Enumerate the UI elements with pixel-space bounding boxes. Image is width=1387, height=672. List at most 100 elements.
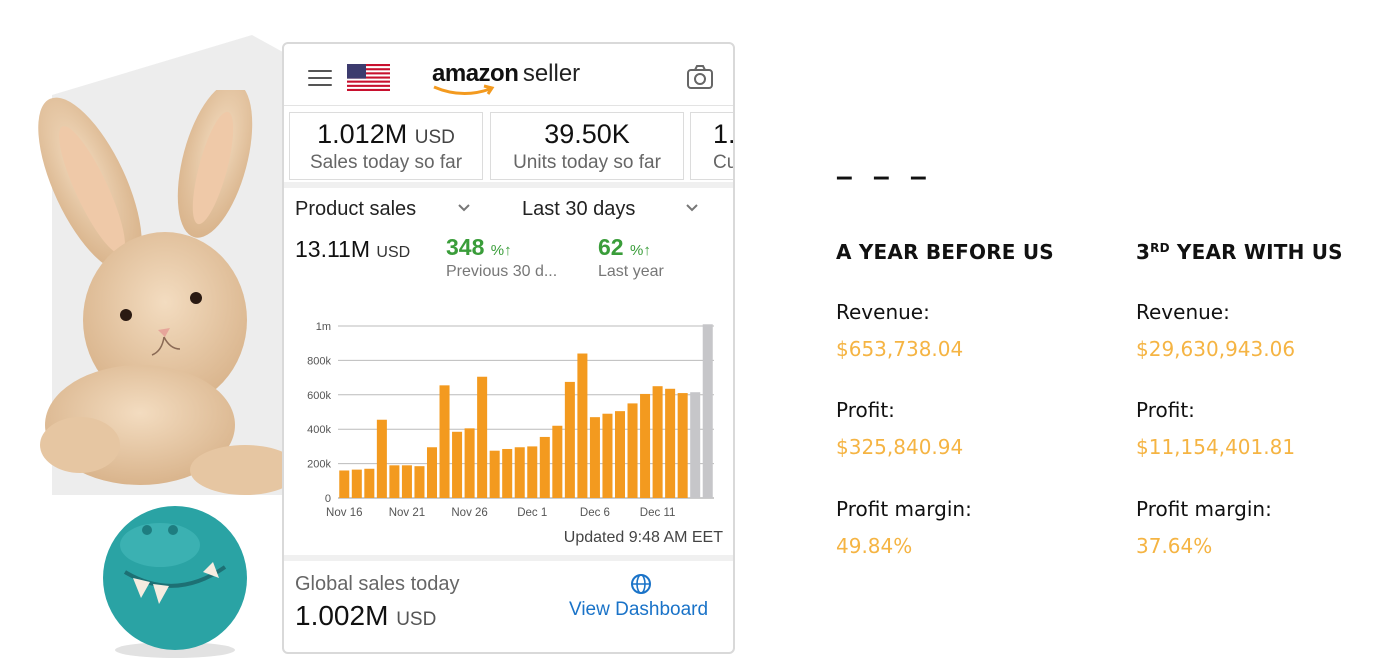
chart-bar: [652, 386, 663, 498]
amazon-smile-icon: [433, 84, 495, 95]
logo-brand: amazon: [432, 60, 519, 87]
bunny-toy-illustration: [38, 90, 300, 495]
globe-icon[interactable]: [630, 573, 652, 595]
compare-label: Last year: [598, 263, 664, 280]
chart-bar: [477, 376, 488, 498]
chart-bar: [577, 353, 588, 498]
kpi-value: 1.: [713, 119, 735, 149]
y-tick-label: 200k: [307, 459, 331, 471]
after-heading: 3RD YEAR WITH US: [1136, 240, 1387, 264]
divider: [284, 182, 733, 188]
profit-margin-label: Profit margin:: [1136, 497, 1272, 521]
kpi-value: 39.50K: [544, 119, 630, 149]
compare-label: Previous 30 d...: [446, 263, 558, 280]
profit-label: Profit:: [1136, 398, 1195, 422]
us-flag-icon[interactable]: [347, 64, 390, 91]
total-sales: 13.11M USD: [295, 236, 410, 263]
hamburger-menu-icon[interactable]: [308, 70, 332, 88]
global-sales-amount: 1.002M: [295, 600, 389, 631]
heading-number: 3: [1136, 240, 1151, 264]
y-tick-label: 800k: [307, 355, 331, 367]
y-tick-label: 400k: [307, 424, 331, 436]
chart-bar: [339, 470, 350, 498]
x-tick-label: Nov 16: [326, 507, 362, 519]
kpi-label: Sales today so far: [309, 152, 463, 173]
chart-bar: [514, 447, 525, 498]
chart-bar: [389, 465, 400, 498]
chevron-down-icon[interactable]: [456, 200, 472, 216]
revenue-label: Revenue:: [1136, 300, 1230, 324]
stats-row: 13.11M USD 348 %↑ Previous 30 d... 62 %↑…: [284, 234, 733, 294]
compare-suffix: %↑: [490, 242, 512, 259]
chart-bar: [640, 393, 651, 498]
before-column: A YEAR BEFORE US Revenue: $653,738.04 Pr…: [836, 240, 1096, 558]
kpi-unit: USD: [414, 127, 455, 148]
selector-row: Product sales Last 30 days: [284, 196, 733, 226]
y-tick-label: 600k: [307, 390, 331, 402]
compare-suffix: %↑: [629, 242, 651, 259]
profit-label: Profit:: [836, 398, 895, 422]
kpi-label: Units today so far: [513, 152, 661, 173]
compare-value: 62: [598, 234, 624, 260]
x-tick-label: Dec 6: [580, 507, 610, 519]
logo-product: seller: [522, 60, 581, 87]
chart-bar: [702, 324, 713, 498]
revenue-value: $653,738.04: [836, 337, 964, 361]
revenue-label: Revenue:: [836, 300, 930, 324]
compare-previous: 348 %↑ Previous 30 d...: [446, 234, 557, 281]
chart-bar: [677, 393, 688, 498]
profit-value: $11,154,401.81: [1136, 435, 1296, 459]
profit-margin-label: Profit margin:: [836, 497, 972, 521]
heading-ordinal: RD: [1150, 241, 1170, 255]
chart-bar: [589, 417, 600, 498]
monster-toy-illustration: [103, 506, 247, 658]
x-tick-label: Nov 26: [451, 507, 487, 519]
kpi-sales-today[interactable]: 1.012M USD Sales today so far: [289, 112, 483, 180]
chart-bar: [464, 428, 475, 498]
chart-bar: [564, 381, 575, 498]
decorative-dashes: – – –: [836, 160, 933, 193]
profit-margin-value: 37.64%: [1136, 534, 1213, 558]
global-sales-label: Global sales today: [295, 573, 460, 595]
compare-last-year: 62 %↑ Last year: [598, 234, 664, 281]
y-tick-label: 1m: [316, 321, 331, 333]
kpi-units-today[interactable]: 39.50K Units today so far: [490, 112, 684, 180]
chevron-down-icon[interactable]: [684, 200, 700, 216]
chart-bar: [489, 450, 500, 498]
kpi-label: Cu: [713, 152, 735, 173]
profit-value: $325,840.94: [836, 435, 964, 459]
metric-dropdown[interactable]: Product sales: [295, 198, 417, 220]
x-tick-label: Dec 1: [517, 507, 547, 519]
updated-time: Updated 9:48 AM EET: [563, 529, 723, 546]
x-tick-label: Nov 21: [389, 507, 425, 519]
x-tick-label: Dec 11: [640, 507, 676, 519]
global-sales-value: 1.002M USD: [295, 600, 436, 632]
profit-margin-value: 49.84%: [836, 534, 913, 558]
period-dropdown[interactable]: Last 30 days: [522, 198, 636, 220]
chart-bar: [401, 465, 412, 498]
chart-bar: [426, 447, 438, 498]
chart-bar: [414, 466, 425, 498]
chart-bar: [376, 419, 387, 498]
chart-bar: [502, 448, 513, 498]
revenue-value: $29,630,943.06: [1136, 337, 1296, 361]
kpi-third-partial[interactable]: 1. Cu: [690, 112, 735, 180]
chart-bar: [439, 385, 450, 498]
y-tick-label: 0: [325, 493, 331, 505]
compare-value: 348: [446, 234, 485, 260]
camera-icon[interactable]: [686, 64, 714, 90]
amazon-seller-app-card: amazon seller 1.012M USD Sales today so …: [282, 42, 735, 654]
heading-text: YEAR WITH US: [1169, 240, 1343, 264]
amazon-seller-logo: amazon seller: [432, 60, 592, 100]
chart-bar: [614, 411, 626, 498]
chart-bar: [351, 469, 362, 498]
chart-bar: [539, 436, 550, 498]
after-column: 3RD YEAR WITH US Revenue: $29,630,943.06…: [1136, 240, 1387, 558]
divider: [284, 555, 733, 561]
chart-bar: [364, 468, 375, 498]
app-top-bar: amazon seller: [284, 44, 733, 106]
chart-bar: [552, 425, 563, 498]
view-dashboard-link[interactable]: View Dashboard: [569, 599, 709, 620]
total-sales-value: 13.11M: [295, 236, 371, 262]
chart-bar: [665, 388, 676, 498]
